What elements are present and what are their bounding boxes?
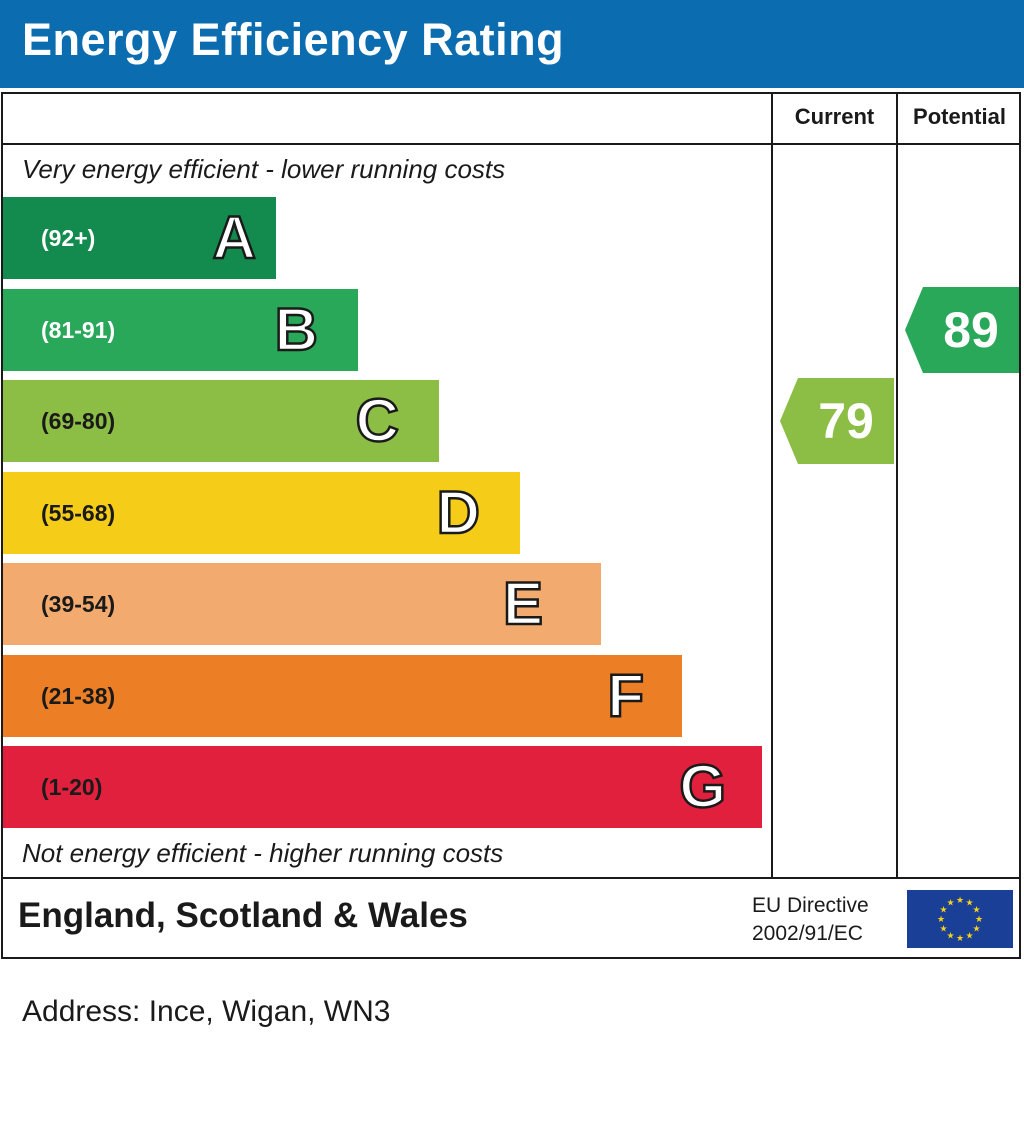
region-label: England, Scotland & Wales [18, 896, 468, 935]
header-row-divider [1, 143, 1021, 145]
eu-flag-icon: ★ ★ ★ ★ ★ ★ ★ ★ ★ ★ ★ ★ [907, 890, 1013, 948]
eu-directive-label: EU Directive [752, 894, 869, 917]
rating-frame [1, 92, 1021, 959]
eu-star-icon: ★ [946, 932, 954, 942]
eu-star-icon: ★ [956, 896, 964, 906]
current-rating-value: 79 [818, 393, 874, 449]
eu-star-icon: ★ [972, 906, 980, 916]
eu-star-icon: ★ [939, 925, 947, 935]
eu-star-icon: ★ [965, 899, 973, 909]
eu-star-icon: ★ [946, 899, 954, 909]
band-a: (92+) A [3, 197, 276, 279]
eu-star-icon: ★ [972, 925, 980, 935]
band-g-letter: G [678, 752, 727, 822]
top-caption: Very energy efficient - lower running co… [22, 154, 506, 184]
header-bar: Energy Efficiency Rating [0, 0, 1024, 88]
band-e: (39-54) E [3, 563, 601, 645]
eu-star-icon: ★ [965, 932, 973, 942]
eu-directive-number: 2002/91/EC [752, 922, 863, 945]
potential-badge-arrow [905, 287, 1019, 373]
band-f: (21-38) F [3, 655, 682, 737]
band-d: (55-68) D [3, 472, 520, 554]
potential-column-header: Potential [913, 104, 1006, 129]
potential-rating-badge: 89 [905, 287, 1019, 373]
current-badge-arrow [780, 378, 894, 464]
page-title: Energy Efficiency Rating [22, 14, 565, 65]
band-c-range: (69-80) [41, 408, 116, 434]
band-d-range: (55-68) [41, 500, 116, 526]
bottom-caption: Not energy efficient - higher running co… [22, 838, 504, 868]
address-line: Address: Ince, Wigan, WN3 [22, 995, 391, 1028]
band-b-letter: B [273, 295, 319, 365]
current-column-divider [771, 92, 773, 879]
band-b: (81-91) B [3, 289, 358, 371]
band-b-range: (81-91) [41, 317, 116, 343]
band-g-range: (1-20) [41, 774, 103, 800]
band-a-letter: A [211, 203, 257, 273]
potential-column-divider [896, 92, 898, 879]
footer-row-divider [1, 877, 1021, 879]
eu-star-icon: ★ [939, 906, 947, 916]
band-e-range: (39-54) [41, 591, 116, 617]
current-column-header: Current [794, 104, 875, 129]
band-e-letter: E [502, 569, 545, 639]
eu-star-icon: ★ [956, 934, 964, 944]
band-c: (69-80) C [3, 380, 439, 462]
eu-star-icon: ★ [975, 915, 983, 925]
band-f-range: (21-38) [41, 683, 116, 709]
band-a-range: (92+) [41, 225, 96, 251]
eu-star-icon: ★ [937, 915, 945, 925]
band-c-letter: C [354, 386, 400, 456]
current-rating-badge: 79 [780, 378, 894, 464]
band-d-letter: D [435, 478, 481, 548]
potential-rating-value: 89 [943, 302, 999, 358]
band-f-letter: F [606, 661, 645, 731]
band-g: (1-20) G [3, 746, 762, 828]
